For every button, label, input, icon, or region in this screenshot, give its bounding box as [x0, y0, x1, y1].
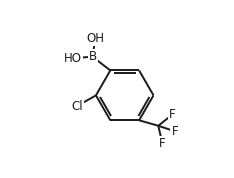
Text: Cl: Cl [71, 100, 83, 113]
Text: F: F [159, 137, 166, 150]
Text: HO: HO [64, 52, 82, 65]
Text: F: F [169, 108, 175, 121]
Text: B: B [88, 50, 97, 63]
Text: OH: OH [86, 32, 104, 45]
Text: F: F [172, 125, 178, 138]
